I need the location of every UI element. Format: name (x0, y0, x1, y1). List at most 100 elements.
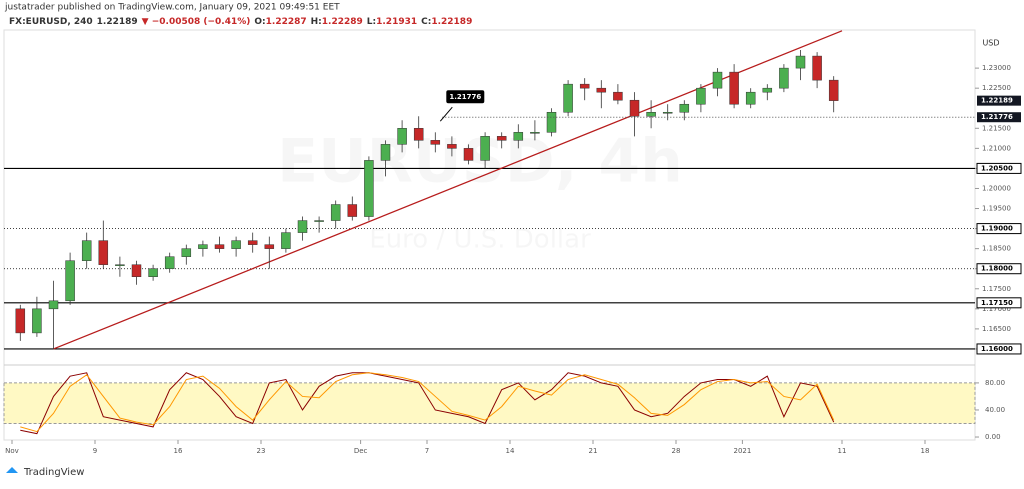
watermark-sub: Euro / U.S. Dollar (369, 225, 591, 255)
callout-label: 1.21776 (449, 93, 481, 101)
candle-body (596, 87, 607, 93)
y-tick-label: 1.22500 (982, 84, 1011, 92)
candle-body (546, 111, 557, 133)
candle-body (81, 240, 92, 261)
x-tick-label: 11 (838, 447, 847, 455)
trendline (53, 30, 843, 350)
stoch-tick-label: 40.00 (985, 406, 1005, 414)
level-box (976, 162, 1022, 174)
candle-body (530, 132, 540, 134)
y-tick-label: 1.17000 (982, 305, 1011, 313)
x-tick-label: 28 (672, 447, 681, 455)
candle-body (364, 160, 374, 217)
candle-body (131, 264, 142, 277)
candle-body (98, 240, 109, 265)
stoch-band (3, 382, 976, 424)
ohlc-value: 1.22287 (266, 17, 307, 27)
candle-body (314, 220, 324, 222)
x-tick-label: 7 (425, 447, 429, 455)
candle-body (779, 67, 789, 89)
candle-body (48, 300, 59, 310)
ohlc-value: 1.21931 (376, 17, 417, 27)
candle-body (214, 244, 225, 249)
change: ▼ −0.00508 (−0.41%) (142, 17, 251, 27)
x-tick-label: 23 (257, 447, 266, 455)
x-tick-label: 9 (93, 447, 97, 455)
ohlc-label: O: (254, 17, 265, 27)
candle-body (430, 140, 441, 145)
candle-body (231, 240, 241, 249)
symbol: FX:EURUSD, 240 (9, 17, 93, 27)
candle-body (413, 128, 424, 141)
level-box (976, 223, 1022, 235)
logo: TradingView (6, 467, 84, 478)
candle-body (646, 111, 656, 117)
level-box (976, 263, 1022, 275)
candle-body (762, 87, 773, 93)
candle-body (115, 264, 125, 266)
candle-body (65, 260, 75, 302)
x-tick-label: 2021 (733, 447, 751, 455)
y-tick-label: 1.18500 (982, 245, 1011, 253)
level-label: 1.20500 (981, 164, 1013, 172)
marker-price: 1.21776 (981, 113, 1013, 121)
level-label: 1.17150 (981, 299, 1013, 307)
candle-body (198, 244, 208, 249)
brand: TradingView (23, 467, 84, 478)
candle-body (513, 132, 524, 141)
stoch-line (20, 372, 835, 435)
level-label: 1.19000 (981, 225, 1013, 233)
callout-arrow (439, 106, 453, 122)
candle-body (32, 308, 42, 334)
last-price-label: 1.22189 (981, 97, 1013, 105)
marker-box (977, 112, 1021, 123)
level-label: 1.18000 (981, 265, 1013, 273)
x-tick-label: 14 (506, 447, 515, 455)
ohlc-label: H: (311, 17, 322, 27)
callout-box (446, 90, 485, 104)
candle-body (712, 71, 723, 89)
candle-body (662, 111, 673, 114)
stoch-tick-label: 0.00 (985, 433, 1001, 441)
level-box (976, 297, 1022, 309)
candle-body (347, 204, 358, 217)
candle-body (247, 240, 258, 245)
x-tick-label: 18 (921, 447, 930, 455)
stoch-line (20, 372, 835, 433)
candle-body (264, 244, 275, 249)
candle-body (696, 87, 706, 105)
ohlc-label: L: (367, 17, 376, 27)
candle-body (297, 220, 308, 233)
x-tick-label: Dec (354, 447, 368, 455)
candle-body (629, 99, 640, 117)
plot: EURUSD, 4h Euro / U.S. Dollar 1.16000 1.165… (3, 30, 1022, 455)
candle-body (330, 204, 341, 221)
y-tick-label: 1.20000 (982, 184, 1011, 192)
candle-body (745, 91, 756, 105)
logo-icon (6, 467, 18, 473)
candle-body (812, 55, 822, 81)
x-tick-label: Nov (5, 447, 19, 455)
watermark: EURUSD, 4h (277, 127, 683, 197)
publisher: justatrader published on TradingView.com… (4, 3, 340, 13)
candle-body (613, 91, 623, 101)
level-box (976, 343, 1022, 355)
candle-body (181, 248, 192, 257)
y-tick-label: 1.16500 (982, 325, 1011, 333)
candle-body (164, 256, 175, 269)
candle-body (15, 308, 26, 334)
candle-body (729, 71, 739, 105)
stoch-tick-label: 80.00 (985, 379, 1005, 387)
y-tick-label: 1.17500 (982, 285, 1011, 293)
candle-body (148, 268, 158, 277)
candle-body (496, 136, 507, 141)
ohlc-label: C: (421, 17, 431, 27)
candle-body (679, 103, 690, 113)
y-tick-label: 1.23000 (982, 64, 1011, 72)
x-tick-label: 16 (174, 447, 183, 455)
y-tick-label: 1.19500 (982, 205, 1011, 213)
y-tick-label: 1.21000 (982, 144, 1011, 152)
candle-body (281, 232, 291, 249)
